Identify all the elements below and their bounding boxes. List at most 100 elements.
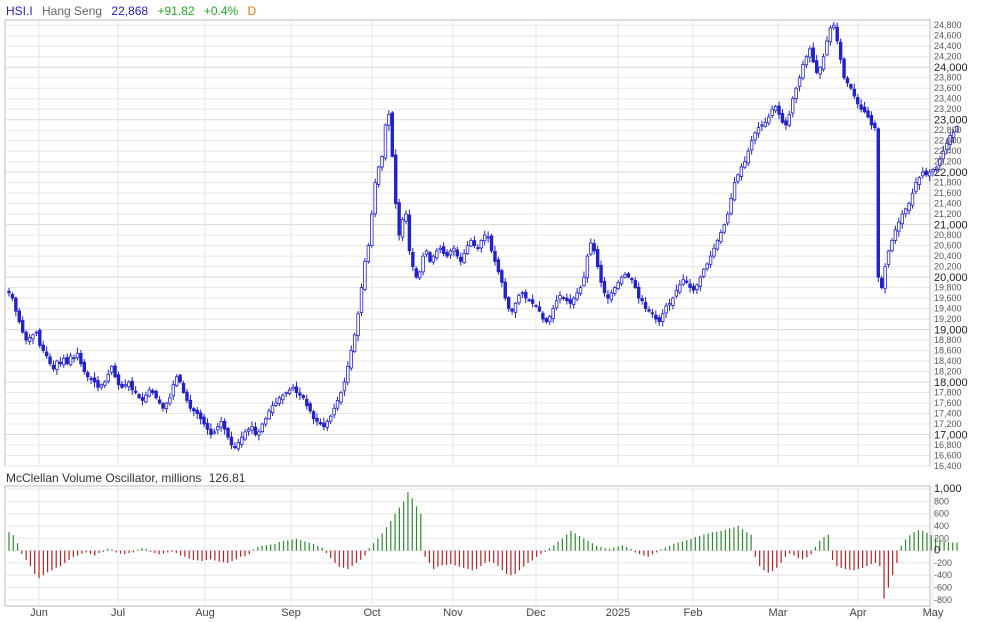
candle-body <box>537 306 542 312</box>
candle-body <box>342 381 347 392</box>
candle-body <box>616 281 620 290</box>
candle-body <box>808 48 812 58</box>
candle-body <box>825 40 829 56</box>
price-tick-label-major: 22,000 <box>934 167 968 179</box>
candle-body <box>548 316 552 323</box>
candle-body <box>411 251 415 268</box>
candle-body <box>181 382 186 393</box>
symbol-label[interactable]: HSI.I <box>6 4 33 18</box>
candle-body <box>79 353 83 365</box>
candle-body <box>568 299 572 304</box>
candle-body <box>862 106 867 113</box>
candle-body <box>726 213 730 224</box>
candle-body <box>48 356 52 365</box>
price-tick-label-major: 23,000 <box>934 115 968 127</box>
price-tick-label: 23,800 <box>934 73 962 83</box>
candle-body <box>424 250 429 255</box>
candle-body <box>561 297 566 299</box>
candle-body <box>397 202 401 236</box>
candle-body <box>421 255 425 273</box>
candle-body <box>931 169 935 173</box>
candle-body <box>356 313 360 336</box>
candle-body <box>671 297 675 306</box>
candle-body <box>86 372 90 378</box>
candle-body <box>801 64 805 79</box>
osc-tick-label: -200 <box>934 558 952 568</box>
candle-body <box>571 297 576 305</box>
price-tick-label-major: 17,000 <box>934 430 968 442</box>
price-tick-label-major: 24,000 <box>934 62 968 74</box>
price-tick-label: 20,200 <box>934 262 962 272</box>
candle-body <box>876 128 880 278</box>
candle-body <box>240 436 244 445</box>
candle-body <box>24 331 28 341</box>
candle-body <box>233 446 237 449</box>
osc-tick-label: 600 <box>934 509 949 519</box>
candle-body <box>31 334 35 340</box>
candle-body <box>332 407 336 416</box>
candle-body <box>380 156 384 168</box>
candle-body <box>315 417 319 422</box>
candle-body <box>144 394 148 403</box>
price-tick-label: 20,600 <box>934 241 962 251</box>
price-tick-label: 18,400 <box>934 356 962 366</box>
candle-body <box>236 441 240 450</box>
osc-tick-label: -600 <box>934 583 952 593</box>
candle-body <box>691 285 696 291</box>
candle-body <box>438 247 442 250</box>
candle-body <box>168 397 172 404</box>
price-tick-label: 17,800 <box>934 388 962 398</box>
oscillator-bars <box>8 492 958 599</box>
candle-body <box>472 240 477 247</box>
candle-body <box>743 161 747 168</box>
candle-body <box>640 298 644 302</box>
candle-body <box>465 245 470 255</box>
candle-body <box>209 428 213 435</box>
candle-body <box>893 229 898 241</box>
candle-body <box>541 312 545 320</box>
candle-body <box>75 352 80 359</box>
price-change-pct: +0.4% <box>204 4 239 18</box>
candle-body <box>469 239 473 247</box>
candle-body <box>890 239 894 252</box>
candle-body <box>951 131 956 138</box>
candle-body <box>852 88 857 97</box>
candle-body <box>38 329 42 346</box>
candle-body <box>92 377 97 383</box>
candle-body <box>767 116 771 124</box>
candle-body <box>565 297 569 302</box>
candle-body <box>253 426 258 435</box>
candle-body <box>229 436 234 446</box>
candle-body <box>346 365 350 383</box>
candle-body <box>452 247 456 252</box>
candle-body <box>445 252 449 257</box>
candle-body <box>763 121 768 127</box>
candle-body <box>212 431 217 434</box>
candle-body <box>435 250 439 259</box>
price-tick-label: 21,200 <box>934 209 962 219</box>
price-tick-label: 19,200 <box>934 314 962 324</box>
candle-body <box>222 420 227 430</box>
candle-body <box>736 174 740 182</box>
candle-body <box>192 408 196 412</box>
price-tick-label: 17,600 <box>934 398 962 408</box>
x-axis-label: Jun <box>30 607 48 619</box>
candle-body <box>267 410 271 420</box>
candle-body <box>287 389 292 394</box>
candle-body <box>325 420 329 428</box>
candle-body <box>797 77 802 87</box>
candle-body <box>921 171 925 177</box>
x-axis-label: Sep <box>281 607 301 619</box>
candle-body <box>407 214 412 252</box>
candle-body <box>667 302 672 306</box>
period-indicator[interactable]: D <box>248 4 257 18</box>
candle-body <box>856 97 860 105</box>
candle-body <box>455 249 460 257</box>
candle-body <box>14 297 18 312</box>
candle-body <box>130 380 134 391</box>
candle-body <box>948 135 952 145</box>
candle-body <box>623 274 627 278</box>
candle-body <box>914 182 918 192</box>
candle-body <box>869 115 874 126</box>
candle-body <box>322 422 326 428</box>
